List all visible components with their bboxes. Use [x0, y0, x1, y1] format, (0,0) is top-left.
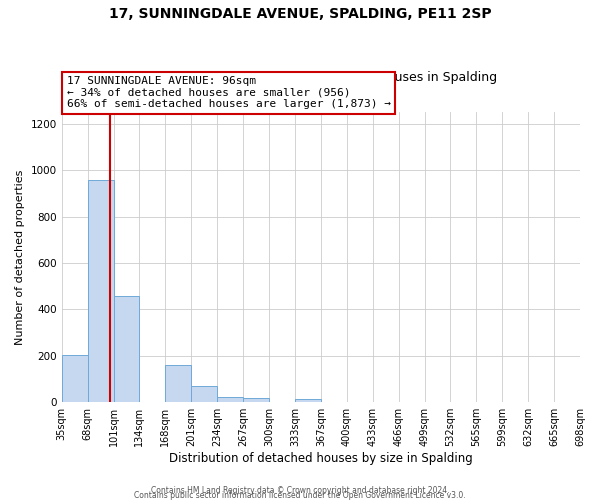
Bar: [62, 356, 88, 402]
Text: Contains public sector information licensed under the Open Government Licence v3: Contains public sector information licen…: [134, 490, 466, 500]
Y-axis label: Number of detached properties: Number of detached properties: [15, 170, 25, 345]
X-axis label: Distribution of detached houses by size in Spalding: Distribution of detached houses by size …: [169, 452, 473, 465]
Text: Contains HM Land Registry data © Crown copyright and database right 2024.: Contains HM Land Registry data © Crown c…: [151, 486, 449, 495]
Bar: [191, 386, 217, 402]
Bar: [113, 296, 139, 402]
Bar: [295, 399, 321, 402]
Text: 17 SUNNINGDALE AVENUE: 96sqm
← 34% of detached houses are smaller (956)
66% of s: 17 SUNNINGDALE AVENUE: 96sqm ← 34% of de…: [67, 76, 391, 109]
Bar: [166, 365, 191, 402]
Bar: [217, 397, 243, 402]
Text: 17, SUNNINGDALE AVENUE, SPALDING, PE11 2SP: 17, SUNNINGDALE AVENUE, SPALDING, PE11 2…: [109, 8, 491, 22]
Bar: [88, 180, 113, 402]
Title: Size of property relative to detached houses in Spalding: Size of property relative to detached ho…: [145, 72, 497, 85]
Bar: [243, 398, 269, 402]
